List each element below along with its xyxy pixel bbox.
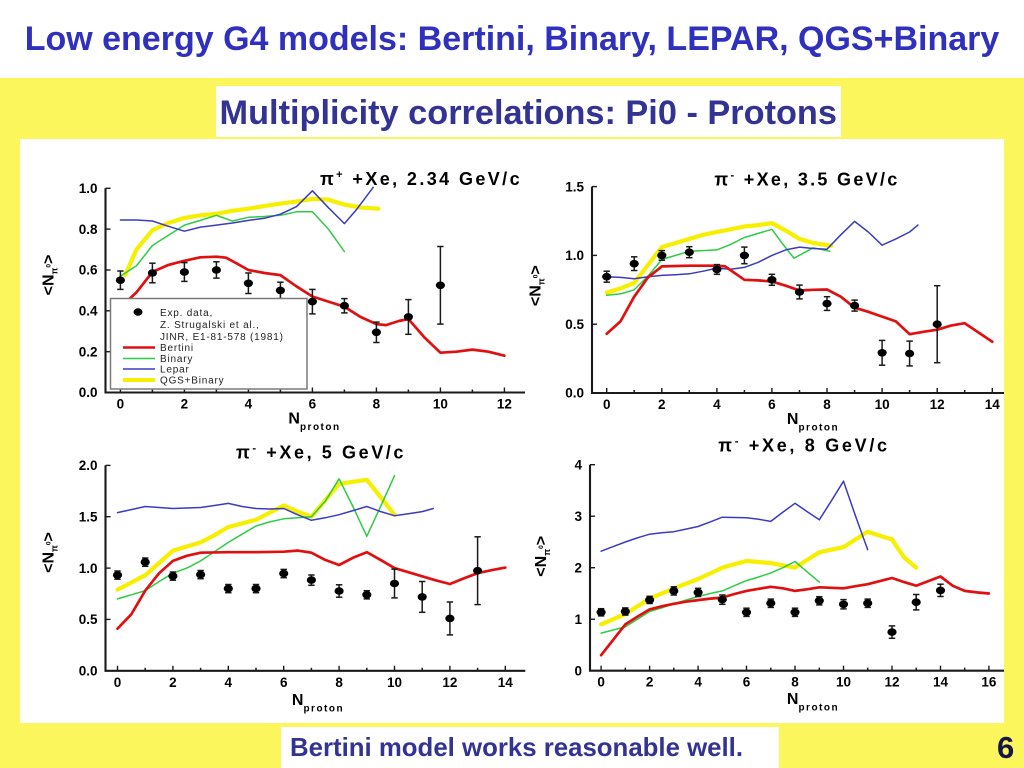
svg-text:<Nπ0>: <Nπ0>	[528, 265, 547, 306]
svg-text:14: 14	[933, 675, 949, 690]
svg-text:2: 2	[181, 397, 189, 412]
svg-text:0.0: 0.0	[79, 664, 98, 679]
svg-text:Bertini: Bertini	[160, 343, 194, 354]
svg-text:π- +Xe, 5 GeV/c: π- +Xe, 5 GeV/c	[236, 443, 406, 463]
svg-text:2: 2	[169, 675, 177, 690]
svg-text:Lepar: Lepar	[160, 365, 190, 376]
svg-text:10: 10	[875, 397, 890, 412]
svg-text:Nproton: Nproton	[787, 691, 839, 714]
svg-text:Z. Strugalski et al.,: Z. Strugalski et al.,	[160, 320, 260, 331]
svg-text:6: 6	[743, 675, 751, 690]
svg-text:4: 4	[713, 397, 721, 412]
svg-text:0.5: 0.5	[79, 612, 98, 627]
svg-text:8: 8	[791, 675, 799, 690]
svg-text:10: 10	[836, 675, 851, 690]
svg-text:2: 2	[646, 675, 654, 690]
svg-text:0: 0	[117, 397, 125, 412]
svg-text:10: 10	[387, 675, 402, 690]
svg-text:<Nπ0>: <Nπ0>	[533, 536, 552, 577]
svg-text:4: 4	[245, 397, 253, 412]
svg-text:0: 0	[603, 397, 611, 412]
svg-text:16: 16	[981, 675, 997, 690]
svg-text:6: 6	[768, 397, 776, 412]
svg-text:2: 2	[574, 560, 582, 575]
svg-text:<Nπ0>: <Nπ0>	[41, 255, 60, 296]
svg-text:0: 0	[574, 663, 582, 678]
svg-text:8: 8	[335, 675, 343, 690]
svg-text:4: 4	[225, 675, 233, 690]
svg-text:1.0: 1.0	[79, 181, 98, 196]
svg-text:1.0: 1.0	[565, 248, 584, 263]
svg-text:π- +Xe, 8 GeV/c: π- +Xe, 8 GeV/c	[718, 436, 890, 456]
svg-text:0.0: 0.0	[79, 385, 98, 400]
svg-text:0: 0	[114, 675, 122, 690]
svg-text:1.0: 1.0	[79, 561, 98, 576]
svg-text:0.2: 0.2	[79, 344, 98, 359]
svg-text:Exp. data,: Exp. data,	[160, 308, 213, 319]
svg-text:1.5: 1.5	[565, 179, 584, 194]
svg-text:QGS+Binary: QGS+Binary	[160, 376, 224, 387]
svg-text:π+ +Xe, 2.34 GeV/c: π+ +Xe, 2.34 GeV/c	[320, 169, 522, 189]
svg-text:1.5: 1.5	[79, 509, 98, 524]
svg-text:12: 12	[497, 397, 512, 412]
svg-text:2.0: 2.0	[79, 458, 98, 473]
svg-text:0.4: 0.4	[79, 304, 98, 319]
svg-text:Nproton: Nproton	[288, 411, 340, 434]
svg-text:12: 12	[442, 675, 457, 690]
svg-text:Nproton: Nproton	[787, 411, 839, 434]
svg-text:12: 12	[930, 397, 945, 412]
svg-text:10: 10	[433, 397, 448, 412]
svg-text:0.8: 0.8	[79, 222, 98, 237]
svg-text:8: 8	[823, 397, 831, 412]
svg-text:0: 0	[597, 675, 605, 690]
svg-text:6: 6	[309, 397, 317, 412]
svg-text:3: 3	[574, 509, 582, 524]
svg-text:0.5: 0.5	[565, 317, 584, 332]
svg-text:1: 1	[574, 612, 582, 627]
svg-text:2: 2	[658, 397, 666, 412]
svg-text:14: 14	[498, 675, 514, 690]
svg-text:<Nπ0>: <Nπ0>	[41, 532, 60, 573]
svg-text:JINR, E1-81-578 (1981): JINR, E1-81-578 (1981)	[160, 332, 284, 343]
svg-text:π- +Xe, 3.5 GeV/c: π- +Xe, 3.5 GeV/c	[714, 169, 899, 189]
svg-text:6: 6	[280, 675, 288, 690]
svg-text:8: 8	[373, 397, 381, 412]
svg-text:4: 4	[574, 457, 582, 472]
svg-text:12: 12	[884, 675, 899, 690]
svg-text:Binary: Binary	[160, 354, 193, 365]
svg-text:0.6: 0.6	[79, 263, 98, 278]
svg-text:0.0: 0.0	[565, 386, 584, 401]
svg-text:Nproton: Nproton	[292, 692, 344, 715]
svg-text:14: 14	[985, 397, 1001, 412]
svg-text:4: 4	[694, 675, 702, 690]
